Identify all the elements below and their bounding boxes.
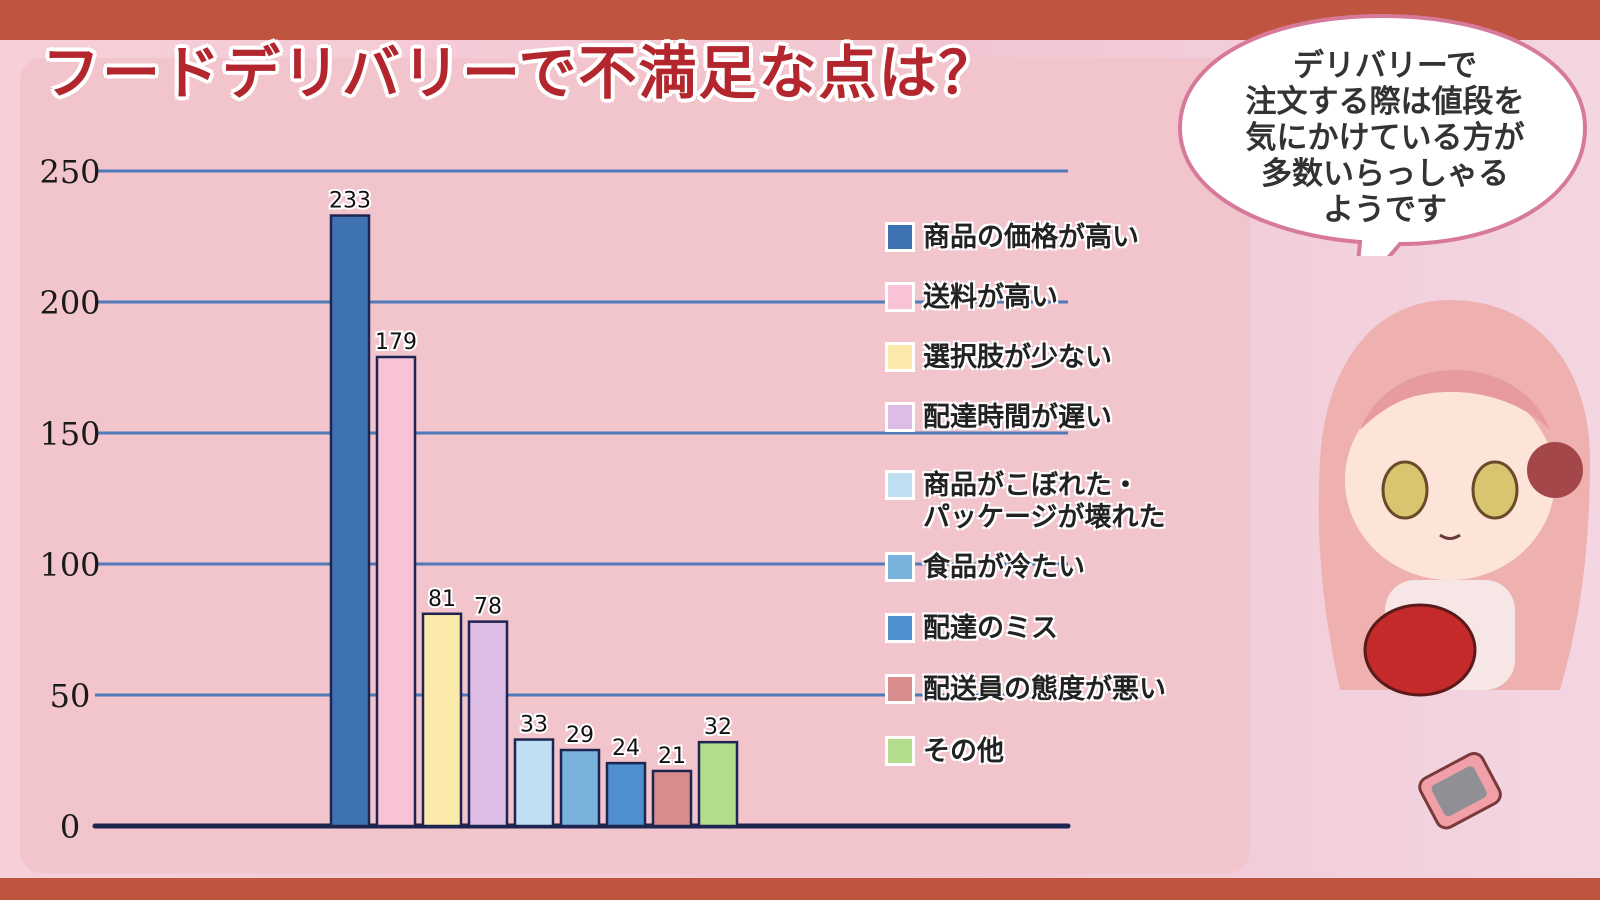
bar-value-label: 24 xyxy=(612,736,640,761)
legend-label: 食品が冷たい xyxy=(923,552,1085,583)
bar xyxy=(467,620,509,828)
y-tick-label: 50 xyxy=(50,677,91,715)
legend-item: 食品が冷たい xyxy=(885,552,1085,584)
legend-swatch xyxy=(885,552,915,582)
bar xyxy=(329,214,371,828)
legend-swatch xyxy=(885,342,915,372)
chart-panel xyxy=(20,58,1250,873)
chart-title: フードデリバリーで不満足な点は？ xyxy=(42,39,999,107)
bar xyxy=(605,761,647,828)
speech-bubble xyxy=(1177,13,1588,256)
bar xyxy=(513,738,555,828)
character-illustration xyxy=(1318,300,1590,697)
legend-swatch xyxy=(885,613,915,643)
y-tick-label: 150 xyxy=(39,415,100,453)
legend-label: 配達のミス xyxy=(923,613,1058,644)
bar xyxy=(651,769,693,828)
speech-bubble-text: デリバリーで 注文する際は値段を 気にかけている方が 多数いらっしゃる ようです xyxy=(1245,48,1525,228)
legend-swatch xyxy=(885,222,915,252)
legend-item: 送料が高い xyxy=(885,282,1058,314)
legend-swatch xyxy=(885,402,915,432)
bar-value-label: 21 xyxy=(658,744,686,769)
legend-label: 選択肢が少ない xyxy=(923,342,1112,373)
y-tick-label: 100 xyxy=(39,546,100,584)
legend-item: 商品がこぼれた・ パッケージが壊れた xyxy=(885,470,1165,534)
bar xyxy=(559,748,601,828)
legend-swatch xyxy=(885,674,915,704)
bar-value-label: 81 xyxy=(428,587,456,612)
y-tick-label: 0 xyxy=(60,808,80,846)
legend-label: 商品がこぼれた・ パッケージが壊れた xyxy=(923,470,1166,533)
legend-swatch xyxy=(885,470,915,500)
phone-icon xyxy=(1418,752,1502,830)
legend-label: その他 xyxy=(923,736,1004,767)
legend-item: 選択肢が少ない xyxy=(885,342,1112,374)
bar xyxy=(375,355,417,828)
legend-label: 配送員の態度が悪い xyxy=(923,674,1166,705)
bar-value-label: 33 xyxy=(520,713,548,738)
bar-value-label: 29 xyxy=(566,723,594,748)
legend-item: 配達のミス xyxy=(885,613,1058,645)
y-tick-label: 250 xyxy=(39,153,100,191)
bar xyxy=(421,612,463,828)
bottom-band xyxy=(0,878,1600,900)
legend-label: 送料が高い xyxy=(923,282,1058,313)
legend-item: 配達時間が遅い xyxy=(885,402,1112,434)
bar-value-label: 179 xyxy=(375,330,417,355)
legend-item: その他 xyxy=(885,736,1004,768)
bar-value-label: 233 xyxy=(329,189,371,214)
bar-value-label: 78 xyxy=(474,595,502,620)
legend-swatch xyxy=(885,736,915,766)
bar-value-label: 32 xyxy=(704,715,732,740)
legend-label: 商品の価格が高い xyxy=(923,222,1139,253)
legend-item: 配送員の態度が悪い xyxy=(885,674,1166,706)
legend-swatch xyxy=(885,282,915,312)
bar xyxy=(697,740,739,828)
y-tick-label: 200 xyxy=(39,284,100,322)
legend-item: 商品の価格が高い xyxy=(885,222,1139,254)
legend-label: 配達時間が遅い xyxy=(923,402,1112,433)
